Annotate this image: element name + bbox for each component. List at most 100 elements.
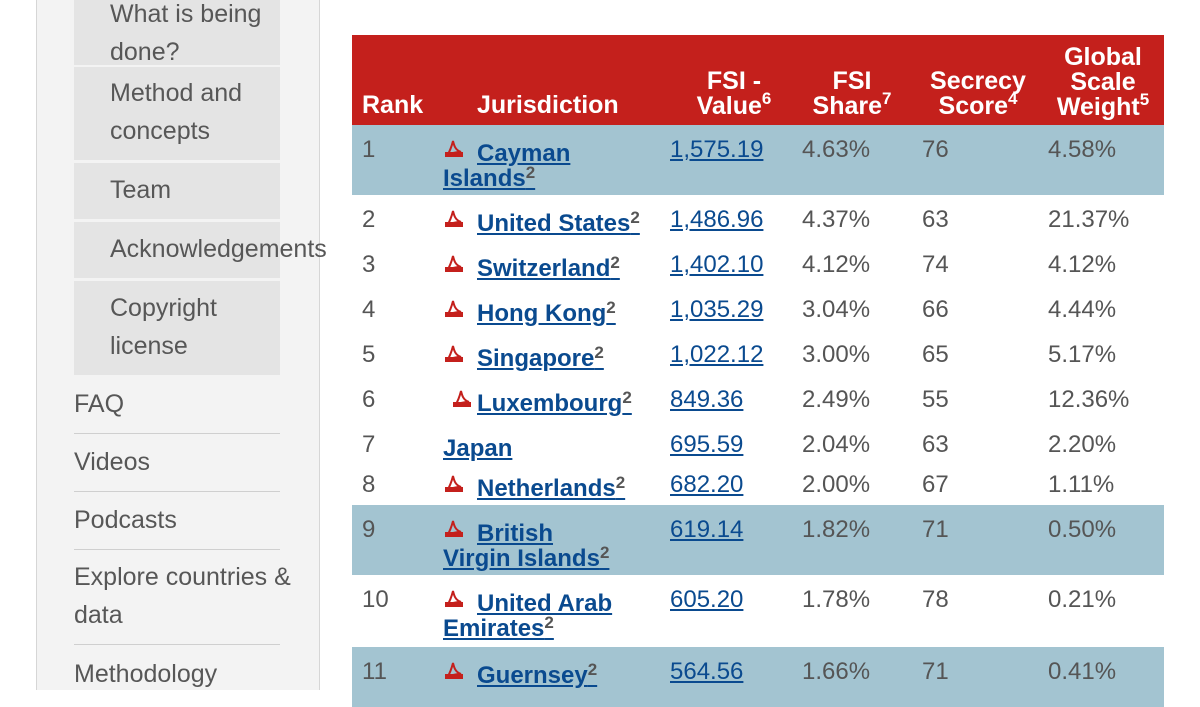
fsi-share-cell: 4.63% (802, 136, 871, 163)
header-secrecy-score: Secrecy Score4 (930, 67, 1026, 120)
rank-cell: 10 (362, 586, 389, 613)
global-scale-weight-cell: 4.58% (1048, 136, 1117, 163)
jurisdiction-link[interactable]: Japan (443, 435, 513, 462)
secrecy-score-cell: 74 (922, 251, 949, 278)
sidebar-subitem-label: Team (110, 176, 172, 204)
global-scale-weight-cell: 21.37% (1048, 206, 1130, 233)
sidebar-subitem-label: Method and concepts (110, 79, 243, 145)
secrecy-score-cell: 55 (922, 386, 949, 413)
fsi-value-link[interactable]: 695.59 (670, 431, 744, 458)
fsi-value-link[interactable]: 1,486.96 (670, 206, 764, 233)
rank-cell: 3 (362, 251, 376, 278)
global-scale-weight-cell: 5.17% (1048, 341, 1117, 368)
rank-cell: 1 (362, 136, 376, 163)
pdf-icon[interactable] (444, 519, 463, 537)
fsi-value-link[interactable]: 1,022.12 (670, 341, 764, 368)
jurisdiction-link[interactable]: Luxembourg2 (477, 388, 632, 417)
secrecy-score-cell: 63 (922, 431, 949, 458)
nav-divider (74, 433, 280, 434)
jurisdiction-link[interactable]: Hong Kong2 (477, 298, 616, 327)
table-row: 5 Singapore2 1,022.12 3.00% 65 5.17% (352, 330, 1164, 375)
pdf-icon[interactable] (444, 344, 463, 362)
sidebar-subitem-label: What is being done? (110, 0, 262, 66)
table-row: 6 Luxembourg2 849.36 2.49% 55 12.36% (352, 375, 1164, 420)
sidebar-subitem-acknowledgements[interactable]: Acknowledgements (74, 222, 327, 278)
table-row: 2 United States2 1,486.96 4.37% 63 21.37% (352, 195, 1164, 240)
header-global-scale-weight: Global Scale Weight5 (1056, 43, 1150, 121)
secrecy-score-cell: 67 (922, 471, 949, 498)
fsi-value-link[interactable]: 1,035.29 (670, 296, 764, 323)
global-scale-weight-cell: 4.12% (1048, 251, 1117, 278)
nav-methodology[interactable]: Methodology (74, 660, 218, 688)
sidebar-subitem-method-and-concepts[interactable]: Method and concepts (74, 67, 280, 160)
jurisdiction-link[interactable]: Switzerland2 (477, 253, 620, 282)
jurisdiction-link[interactable]: Netherlands2 (477, 473, 626, 502)
fsi-share-cell: 3.04% (802, 296, 871, 323)
fsi-value-link[interactable]: 605.20 (670, 586, 744, 613)
fsi-value-link[interactable]: 1,575.19 (670, 136, 764, 163)
table-row: 1 Cayman Islands2 1,575.19 4.63% 76 4.58% (352, 125, 1164, 195)
fsi-share-cell: 1.66% (802, 658, 871, 685)
rank-cell: 9 (362, 516, 376, 543)
jurisdiction-link[interactable]: United States2 (477, 208, 640, 237)
jurisdiction-link[interactable]: Cayman Islands2 (443, 140, 571, 192)
secrecy-score-cell: 65 (922, 341, 949, 368)
fsi-value-link[interactable]: 619.14 (670, 516, 744, 543)
sidebar-subitem-what-is-being-done[interactable]: What is being done? (74, 0, 280, 66)
table-row: 3 Switzerland2 1,402.10 4.12% 74 4.12% (352, 240, 1164, 285)
table-row: 8 Netherlands2 682.20 2.00% 67 1.11% (352, 460, 1164, 505)
table-row: 11 Guernsey2 564.56 1.66% 71 0.41% (352, 647, 1164, 707)
fsi-share-cell: 2.04% (802, 431, 871, 458)
fsi-share-cell: 4.37% (802, 206, 871, 233)
pdf-icon[interactable] (444, 209, 463, 227)
jurisdiction-link[interactable]: British Virgin Islands2 (443, 520, 610, 572)
header-rank: Rank (362, 91, 424, 119)
table-row: 4 Hong Kong2 1,035.29 3.04% 66 4.44% (352, 285, 1164, 330)
global-scale-weight-cell: 0.41% (1048, 658, 1117, 685)
fsi-value-link[interactable]: 682.20 (670, 471, 744, 498)
global-scale-weight-cell: 0.50% (1048, 516, 1117, 543)
rank-cell: 5 (362, 341, 376, 368)
fsi-share-cell: 2.49% (802, 386, 871, 413)
nav-faq[interactable]: FAQ (74, 390, 125, 418)
fsi-share-cell: 1.82% (802, 516, 871, 543)
jurisdiction-link[interactable]: Singapore2 (477, 343, 604, 372)
nav-podcasts[interactable]: Podcasts (74, 506, 177, 534)
nav-divider (74, 549, 280, 550)
global-scale-weight-cell: 2.20% (1048, 431, 1117, 458)
sidebar-subitem-copyright-license[interactable]: Copyright license (74, 281, 280, 375)
fsi-value-link[interactable]: 564.56 (670, 658, 744, 685)
pdf-icon[interactable] (444, 299, 463, 317)
fsi-value-link[interactable]: 849.36 (670, 386, 744, 413)
pdf-icon[interactable] (444, 139, 463, 157)
secrecy-score-cell: 78 (922, 586, 949, 613)
table-row: 7 Japan 695.59 2.04% 63 2.20% (352, 420, 1164, 462)
global-scale-weight-cell: 12.36% (1048, 386, 1130, 413)
fsi-value-link[interactable]: 1,402.10 (670, 251, 764, 278)
sidebar-subitem-team[interactable]: Team (74, 163, 280, 219)
secrecy-score-cell: 63 (922, 206, 949, 233)
jurisdiction-link[interactable]: Guernsey2 (477, 660, 598, 689)
jurisdiction-link[interactable]: United Arab Emirates2 (443, 590, 613, 642)
pdf-icon[interactable] (444, 589, 463, 607)
rank-cell: 6 (362, 386, 376, 413)
table-header: Rank Jurisdiction FSI - Value6 FSI Share… (352, 35, 1164, 125)
rank-cell: 4 (362, 296, 376, 323)
rank-cell: 2 (362, 206, 376, 233)
pdf-icon[interactable] (444, 254, 463, 272)
secrecy-score-cell: 71 (922, 658, 949, 685)
secrecy-score-cell: 71 (922, 516, 949, 543)
fsi-share-cell: 3.00% (802, 341, 871, 368)
nav-divider (74, 644, 280, 645)
sidebar-subitem-label: Copyright license (110, 294, 217, 360)
nav-videos[interactable]: Videos (74, 448, 150, 476)
nav-explore-countries[interactable]: Explore countries & data (74, 563, 291, 629)
pdf-icon[interactable] (444, 474, 463, 492)
pdf-icon[interactable] (452, 389, 471, 407)
global-scale-weight-cell: 1.11% (1048, 471, 1115, 498)
header-jurisdiction: Jurisdiction (477, 91, 619, 119)
rank-cell: 8 (362, 471, 376, 498)
secrecy-score-cell: 76 (922, 136, 949, 163)
pdf-icon[interactable] (444, 661, 463, 679)
fsi-share-cell: 2.00% (802, 471, 871, 498)
